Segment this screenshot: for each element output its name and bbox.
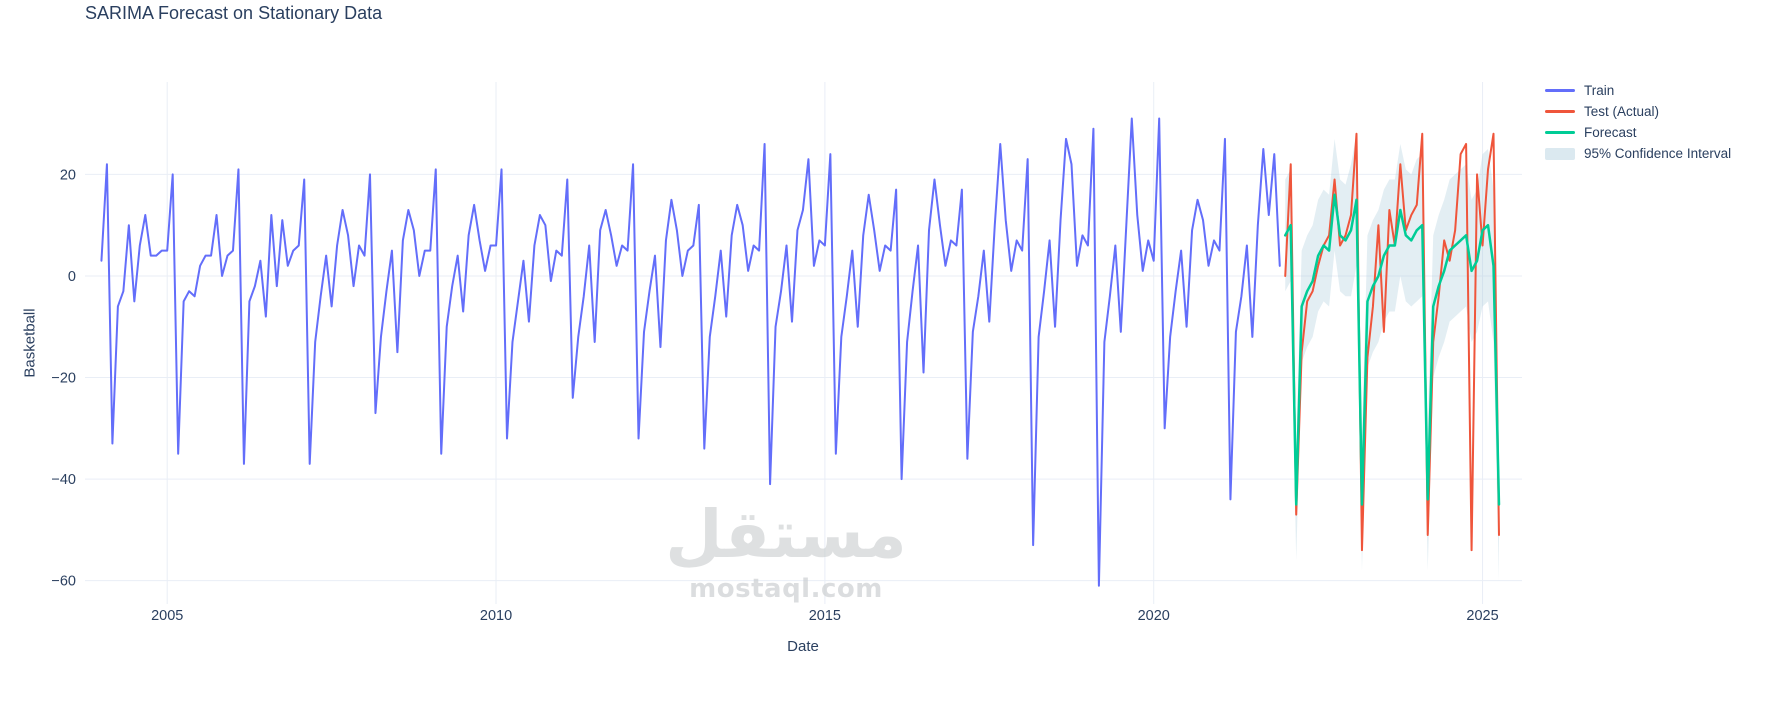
y-tick-label: 0: [68, 269, 76, 285]
legend-line-swatch: [1545, 131, 1575, 134]
legend-label: Forecast: [1584, 125, 1637, 140]
x-tick-label: 2005: [151, 608, 183, 624]
forecast-line: [1283, 193, 1501, 506]
x-tick-label: 2015: [809, 608, 841, 624]
legend-line-swatch: [1545, 110, 1575, 113]
legend-label: Test (Actual): [1584, 104, 1660, 119]
x-tick-label: 2025: [1466, 608, 1498, 624]
y-tick-label: 20: [60, 167, 76, 183]
x-axis-title: Date: [787, 638, 819, 655]
chart-title: SARIMA Forecast on Stationary Data: [85, 3, 383, 23]
y-tick-label: −20: [51, 371, 76, 387]
legend-item-train[interactable]: Train: [1545, 80, 1731, 101]
x-tick-label: 2020: [1138, 608, 1170, 624]
y-axis-title: Basketball: [21, 308, 39, 378]
watermark-arabic-logo: مستقل: [665, 496, 907, 573]
legend-label: 95% Confidence Interval: [1584, 146, 1732, 161]
legend-label: Train: [1584, 83, 1615, 98]
legend-item-95-confidence-interval[interactable]: 95% Confidence Interval: [1545, 143, 1731, 164]
watermark-domain: mostaql.com: [689, 574, 883, 604]
test-actual-line: [1284, 132, 1500, 552]
legend-line-swatch: [1545, 89, 1575, 92]
train-line: [100, 117, 1281, 587]
legend-item-forecast[interactable]: Forecast: [1545, 122, 1731, 143]
legend: Train Test (Actual) Forecast 95% Confidence…: [1545, 80, 1731, 164]
y-tick-label: −60: [51, 574, 76, 590]
x-tick-label: 2010: [480, 608, 512, 624]
y-tick-label: −40: [51, 472, 76, 488]
legend-item-test-actual[interactable]: Test (Actual): [1545, 101, 1731, 122]
legend-band-swatch: [1545, 147, 1575, 160]
